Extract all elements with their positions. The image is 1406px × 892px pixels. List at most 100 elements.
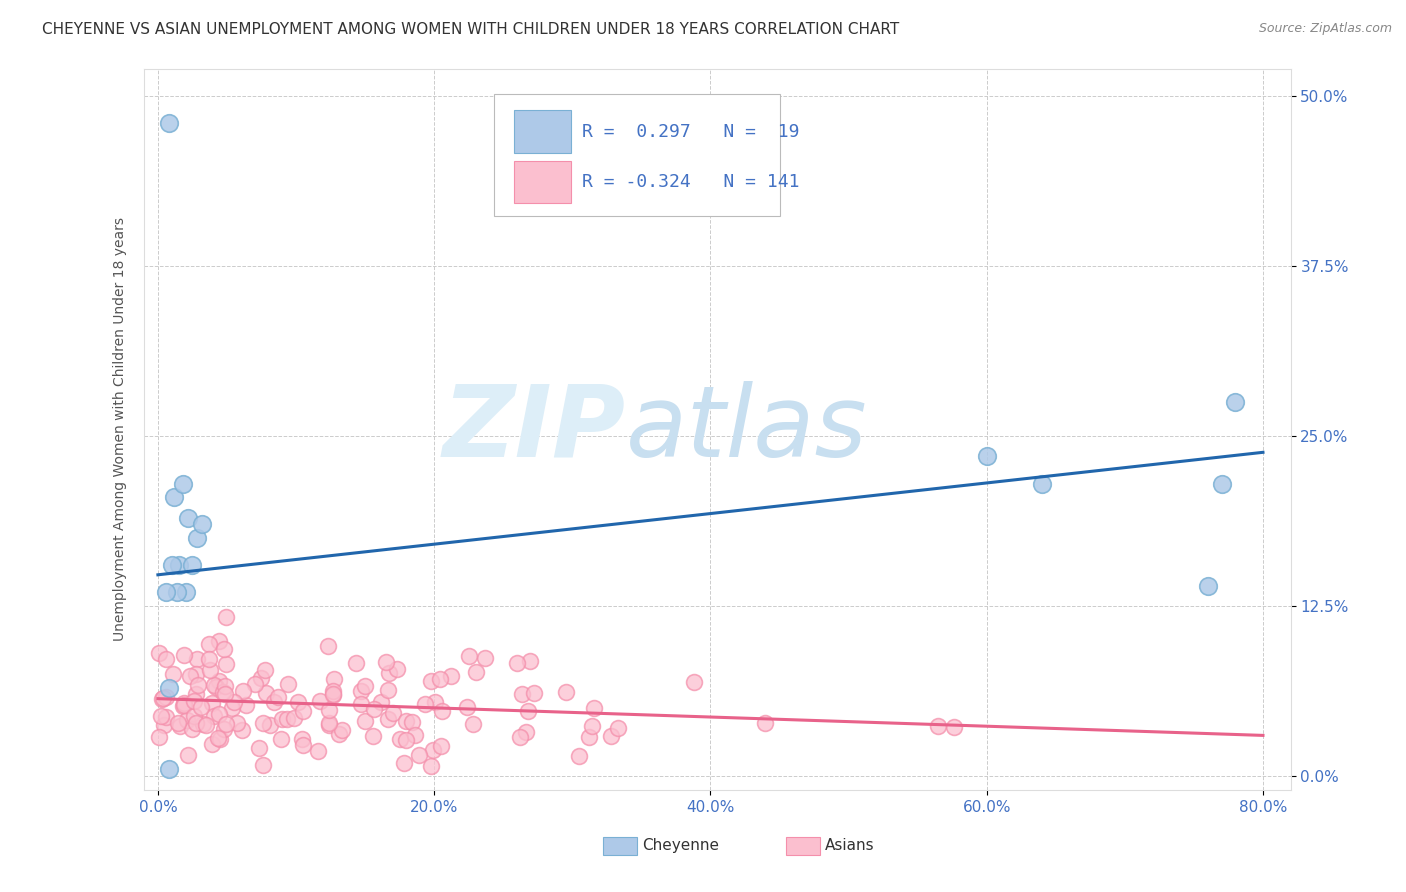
Point	[378, 665, 401, 680]
Point	[395, 714, 418, 728]
Point	[254, 686, 277, 700]
Point	[247, 741, 270, 756]
Point	[155, 709, 177, 723]
Point	[307, 743, 329, 757]
Point	[328, 727, 350, 741]
Point	[155, 585, 177, 599]
Point	[173, 696, 195, 710]
Point	[942, 720, 965, 734]
Point	[456, 700, 478, 714]
Point	[522, 686, 544, 700]
Point	[420, 758, 443, 772]
Point	[157, 681, 180, 695]
Point	[214, 722, 236, 736]
Point	[461, 716, 484, 731]
Point	[464, 665, 486, 680]
Text: R =  0.297   N =  19: R = 0.297 N = 19	[582, 122, 800, 141]
Point	[214, 641, 236, 656]
Point	[172, 476, 194, 491]
Point	[382, 706, 405, 721]
Point	[432, 704, 454, 718]
Point	[457, 648, 479, 663]
Point	[149, 709, 172, 723]
Point	[316, 639, 339, 653]
Point	[177, 748, 200, 763]
Text: Asians: Asians	[825, 838, 875, 853]
Point	[1197, 579, 1219, 593]
Point	[377, 712, 399, 726]
Text: atlas: atlas	[626, 381, 868, 478]
Point	[292, 704, 315, 718]
Point	[155, 690, 177, 704]
Point	[370, 695, 392, 709]
Point	[214, 686, 236, 700]
Point	[184, 667, 207, 681]
Point	[191, 716, 214, 731]
Point	[350, 684, 373, 698]
Point	[330, 723, 353, 738]
Point	[179, 669, 201, 683]
Point	[510, 687, 533, 701]
Point	[429, 739, 451, 753]
Point	[408, 748, 430, 763]
Point	[283, 711, 305, 725]
Point	[318, 718, 340, 732]
Point	[202, 709, 225, 723]
Point	[404, 728, 426, 742]
Point	[198, 637, 221, 651]
Point	[361, 730, 384, 744]
Point	[202, 678, 225, 692]
Point	[254, 663, 277, 677]
Point	[1225, 395, 1247, 409]
Point	[252, 715, 274, 730]
Point	[599, 729, 621, 743]
FancyBboxPatch shape	[515, 111, 571, 153]
Point	[321, 688, 343, 702]
Point	[186, 715, 208, 730]
Point	[344, 656, 367, 670]
Point	[581, 719, 603, 733]
Point	[200, 737, 222, 751]
Point	[215, 610, 238, 624]
Point	[263, 694, 285, 708]
Point	[309, 694, 332, 708]
Point	[167, 558, 190, 573]
Point	[578, 731, 600, 745]
Point	[209, 732, 232, 747]
FancyBboxPatch shape	[494, 94, 780, 217]
Point	[259, 718, 281, 732]
Point	[515, 724, 537, 739]
Point	[318, 703, 340, 717]
Point	[349, 697, 371, 711]
Point	[976, 450, 998, 464]
Y-axis label: Unemployment Among Women with Children Under 18 years: Unemployment Among Women with Children U…	[114, 217, 128, 641]
Point	[754, 715, 776, 730]
Point	[183, 709, 205, 723]
Point	[322, 684, 344, 698]
Point	[176, 713, 198, 727]
Point	[374, 655, 396, 669]
Text: R = -0.324   N = 141: R = -0.324 N = 141	[582, 173, 800, 191]
Point	[186, 687, 208, 701]
Point	[163, 490, 186, 504]
Point	[157, 763, 180, 777]
Point	[387, 662, 409, 676]
Point	[190, 699, 212, 714]
Point	[177, 510, 200, 524]
Point	[509, 730, 531, 744]
Point	[292, 738, 315, 752]
Point	[148, 646, 170, 660]
Point	[186, 652, 208, 666]
Point	[291, 731, 314, 746]
Point	[363, 702, 385, 716]
Point	[152, 690, 174, 705]
Point	[422, 742, 444, 756]
Point	[157, 116, 180, 130]
Point	[198, 663, 221, 677]
Point	[201, 697, 224, 711]
Point	[606, 721, 628, 735]
Point	[186, 531, 208, 545]
Point	[318, 716, 340, 731]
Point	[276, 712, 298, 726]
Point	[181, 558, 204, 573]
